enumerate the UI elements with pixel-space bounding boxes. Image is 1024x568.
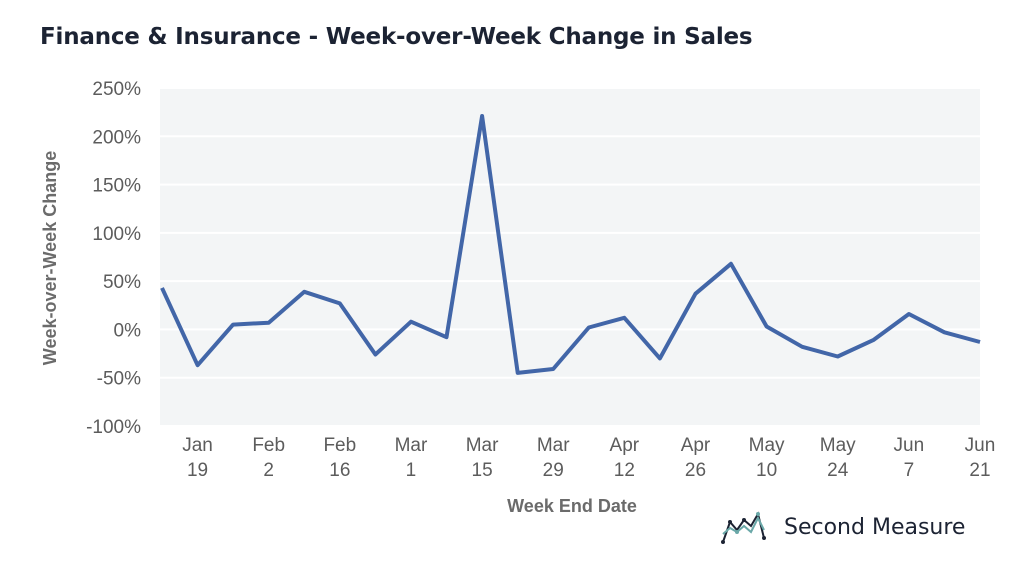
y-tick-label: 100% — [92, 224, 141, 245]
y-tick-label: -100% — [86, 417, 141, 438]
y-tick-label: -50% — [97, 369, 141, 390]
x-tick-label: Jan 19 — [182, 435, 213, 481]
chart-title: Finance & Insurance - Week-over-Week Cha… — [40, 24, 753, 50]
x-tick-label: Mar 29 — [537, 435, 570, 481]
x-tick-label: May 24 — [820, 435, 856, 481]
brand-name: Second Measure — [784, 514, 966, 540]
x-axis-ticks: Jan 19 Feb 2 Feb 16 Mar 1 Mar 15 Mar 29 Apr 12 Apr 26 Ma… — [182, 435, 995, 481]
x-tick-label: Mar 15 — [466, 435, 499, 481]
y-axis-label: Week-over-Week Change — [40, 151, 60, 365]
x-tick-label: Jun 7 — [894, 435, 925, 481]
y-tick-label: 50% — [103, 272, 141, 293]
chart-logo-icon — [721, 511, 766, 544]
x-tick-label: Apr 12 — [610, 435, 640, 481]
y-tick-label: 200% — [92, 127, 141, 148]
x-tick-label: May 10 — [749, 435, 785, 481]
x-axis-label: Week End Date — [507, 496, 637, 516]
grid-lines — [160, 87, 980, 427]
plot-area — [160, 88, 980, 426]
y-tick-label: 150% — [92, 176, 141, 197]
x-tick-label: Feb 16 — [323, 435, 356, 481]
y-tick-label: 250% — [92, 79, 141, 100]
y-axis-ticks: 250% 200% 150% 100% 50% 0% -50% -100% — [86, 79, 141, 438]
x-tick-label: Apr 26 — [681, 435, 711, 481]
brand-logo: Second Measure — [720, 508, 965, 546]
y-tick-label: 0% — [114, 320, 142, 341]
series-line — [160, 114, 981, 375]
x-tick-label: Feb 2 — [252, 435, 285, 481]
x-tick-label: Jun 21 — [965, 435, 996, 481]
x-tick-label: Mar 1 — [395, 435, 428, 481]
